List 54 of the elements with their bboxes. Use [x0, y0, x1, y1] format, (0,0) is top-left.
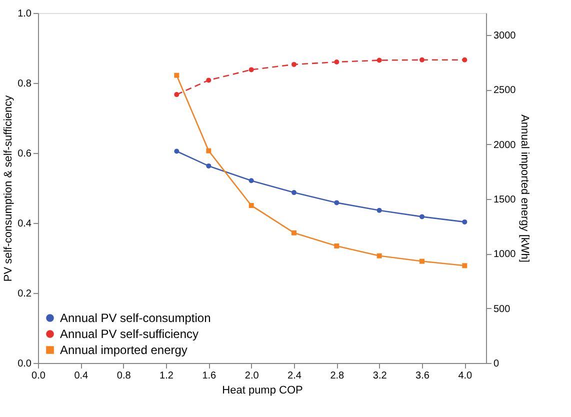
point [462, 57, 468, 62]
x-axis-title: Heat pump COP [222, 384, 303, 396]
point [248, 67, 254, 72]
y2-tick-label: 0 [494, 358, 500, 370]
y-tick-label: 0.8 [18, 78, 32, 90]
y-tick-label: 0.4 [18, 218, 32, 230]
point [462, 219, 468, 224]
x-tick-label: 2.0 [244, 370, 260, 382]
point [420, 214, 424, 220]
y2-tick-label: 500 [494, 304, 511, 315]
point [462, 263, 468, 268]
point [420, 258, 424, 264]
point [206, 148, 212, 154]
x-tick-label: 3.2 [372, 370, 388, 382]
y2-tick-label: 2000 [494, 140, 516, 151]
legend-label: Annual imported energy [60, 343, 188, 357]
y2-tick-label: 1500 [494, 194, 516, 206]
legend-label: Annual PV self-sufficiency [60, 327, 199, 341]
point [376, 58, 382, 63]
point [334, 60, 340, 64]
y-tick-label: 0.0 [18, 358, 32, 370]
y-tick-label: 0.6 [18, 148, 32, 160]
x-tick-label: 0.8 [116, 370, 132, 382]
point [334, 243, 340, 248]
y2-tick-label: 2500 [494, 85, 516, 96]
x-tick-label: 2.8 [330, 370, 345, 382]
x-tick-label: 0.0 [32, 370, 46, 382]
x-tick-label: 0.4 [74, 370, 89, 382]
point [174, 92, 180, 98]
legend-label: Annual PV self-consumption [60, 311, 211, 325]
point [248, 178, 254, 184]
point [206, 163, 212, 168]
x-tick-label: 2.4 [288, 370, 302, 382]
x-tick-label: 1.2 [160, 370, 174, 382]
point [292, 62, 296, 67]
y-tick-label: 1.0 [18, 8, 32, 20]
y-axis-title: PV self-consumption & self-sufficiency [2, 94, 15, 282]
point [292, 190, 296, 196]
point [206, 78, 212, 83]
y2-tick-label: 1000 [494, 249, 516, 260]
x-tick-label: 4.0 [458, 370, 473, 382]
point [420, 57, 424, 62]
y2-tick-label: 3000 [494, 30, 516, 42]
y-tick-label: 0.2 [18, 288, 32, 300]
point [174, 148, 180, 154]
point [376, 208, 382, 213]
point [376, 253, 382, 258]
x-tick-label: 3.6 [416, 370, 430, 382]
point [292, 230, 296, 236]
y2-axis-title: Annual imported energy [kWh] [518, 114, 531, 262]
point [174, 72, 180, 78]
x-tick-label: 1.6 [202, 370, 217, 382]
point [334, 200, 340, 206]
point [248, 203, 254, 208]
